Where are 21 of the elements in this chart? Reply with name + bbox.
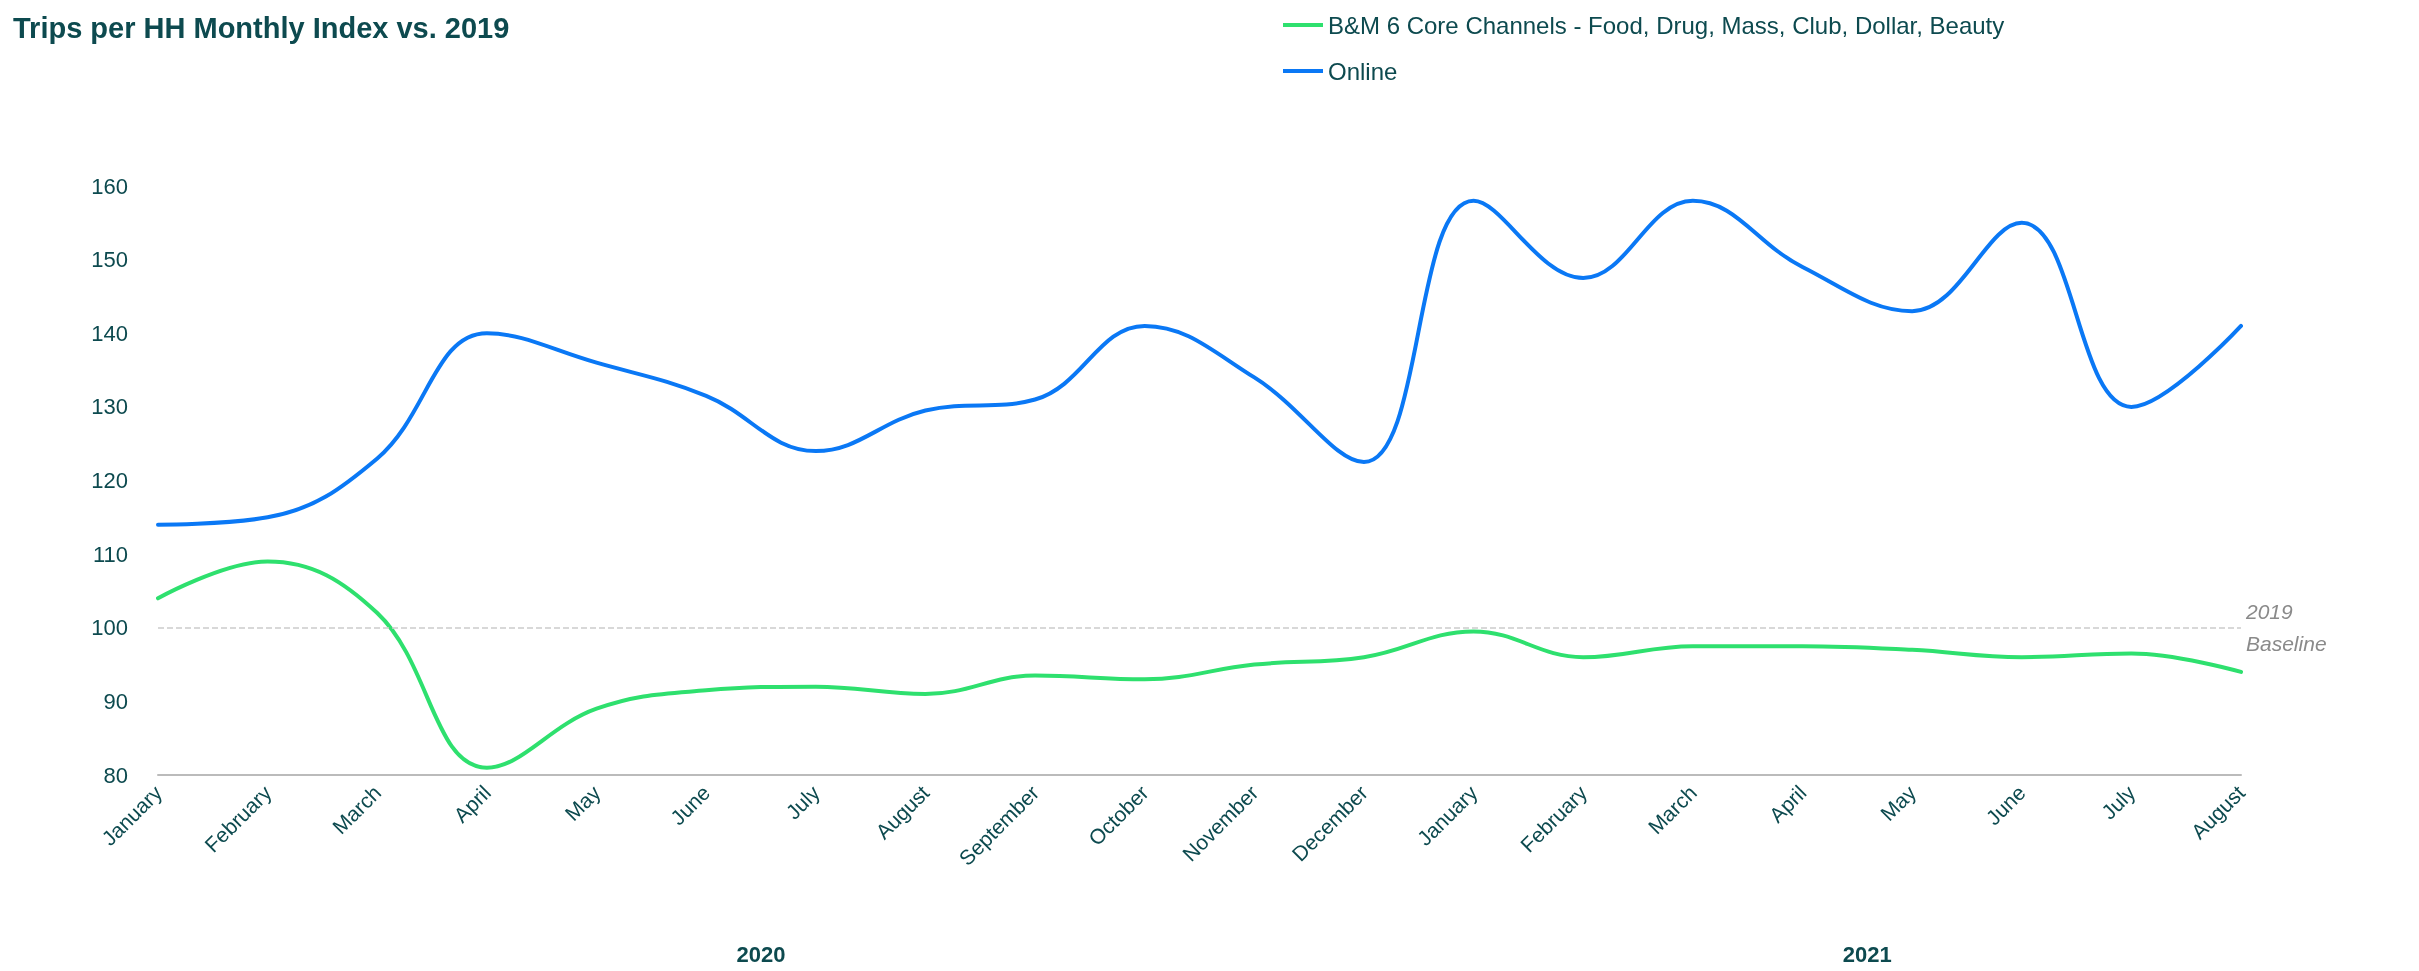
y-tick-label: 120 — [91, 468, 128, 493]
y-tick-label: 150 — [91, 247, 128, 273]
ref-line-label: 2019 Baseline — [2245, 600, 2327, 656]
x-tick-label: July — [781, 780, 825, 824]
y-tick-label: 80 — [103, 762, 128, 788]
y-tick-label: 110 — [92, 541, 128, 567]
y-tick-label: 100 — [91, 615, 128, 641]
x-tick-label: July — [2096, 780, 2140, 824]
y-tick-label: 130 — [91, 394, 128, 420]
line-series — [156, 559, 2243, 770]
text: 2020 — [736, 941, 786, 967]
text: 2021 — [1842, 941, 1892, 967]
line-series — [156, 198, 2243, 527]
y-tick-label: 160 — [91, 173, 128, 199]
chart-title: Trips per HH Monthly Index vs. 2019 — [13, 11, 510, 44]
x-tick-label: May — [560, 780, 606, 826]
y-tick-label: 90 — [103, 688, 128, 714]
legend-label: Online — [1328, 57, 1398, 85]
x-tick-label: May — [1875, 780, 1921, 826]
y-tick-label: 140 — [91, 320, 128, 346]
legend-label: B&M 6 Core Channels - Food, Drug, Mass, Club, Dollar, Beauty — [1328, 11, 2005, 39]
